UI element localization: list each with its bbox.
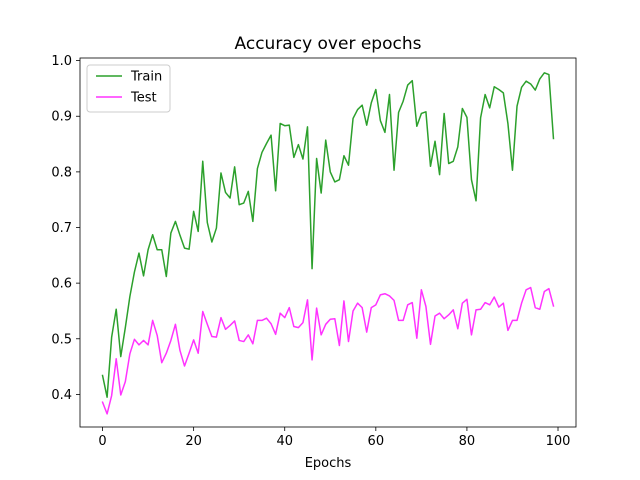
legend: Train Test [86,64,171,113]
y-tick-label: 0.6 [51,277,72,292]
plot-area [79,57,577,428]
x-axis-label: Epochs [305,456,352,471]
y-tick-label: 0.7 [51,221,72,236]
axes-frame [79,57,577,428]
chart-title: Accuracy over epochs [235,34,422,54]
legend-label-test: Test [130,91,157,106]
y-tick-label: 0.9 [51,110,72,125]
y-tick-label: 0.4 [51,388,72,403]
x-tick-label: 0 [98,434,106,449]
series-line-train [101,72,555,398]
y-tick-label: 0.5 [51,332,72,347]
y-axis-ticks: 0.4 0.5 0.6 0.7 0.8 0.9 1.0 [51,54,80,403]
y-tick-label: 1.0 [51,54,72,69]
x-tick-label: 20 [185,434,202,449]
x-tick-label: 60 [368,434,385,449]
legend-label-train: Train [130,70,162,85]
x-tick-label: 100 [546,434,571,449]
x-axis-ticks: 0 20 40 60 80 100 [98,427,570,449]
x-tick-label: 80 [459,434,476,449]
y-tick-label: 0.8 [51,165,72,180]
x-tick-label: 40 [276,434,293,449]
series-line-test [101,286,555,415]
